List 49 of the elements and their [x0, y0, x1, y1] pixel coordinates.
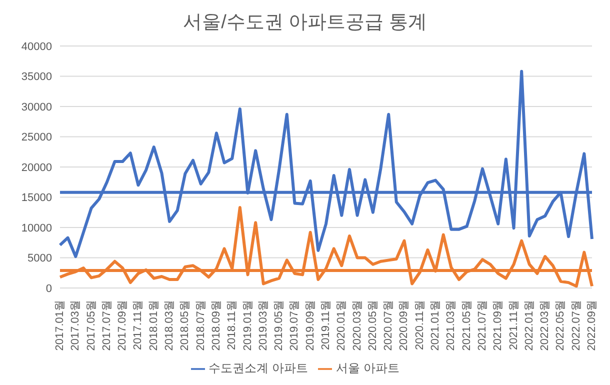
x-tick-label: 2021.03월 — [445, 300, 458, 351]
x-tick-label: 2021.01월 — [430, 300, 442, 351]
x-tick-label: 2017.01월 — [54, 300, 66, 351]
x-tick-label: 2022.05월 — [554, 300, 567, 351]
x-tick-label: 2019.09월 — [304, 300, 316, 351]
x-tick-label: 2017.05월 — [85, 300, 98, 351]
x-tick-label: 2020.11월 — [414, 300, 426, 350]
chart-title: 서울/수도권 아파트공급 통계 — [182, 11, 428, 35]
x-tick-label: 2018.01월 — [148, 300, 160, 351]
x-tick-label: 2017.07월 — [100, 300, 113, 351]
x-tick-label: 2020.05월 — [366, 300, 379, 351]
x-tick-label: 2019.05월 — [273, 300, 286, 351]
legend-label: 서울 아파트 — [336, 361, 400, 375]
x-tick-label: 2018.11월 — [226, 300, 238, 350]
x-tick-label: 2022.01월 — [523, 300, 536, 351]
x-tick-label: 2020.03월 — [351, 300, 364, 351]
y-tick-label: 0 — [46, 282, 52, 295]
x-tick-label: 2017.09월 — [116, 300, 129, 351]
y-tick-label: 40000 — [21, 40, 52, 53]
x-tick-label: 2019.07월 — [288, 300, 301, 351]
x-tick-label: 2022.03월 — [539, 300, 552, 351]
x-tick-label: 2019.03월 — [257, 300, 270, 351]
y-tick-label: 5000 — [28, 252, 52, 265]
x-tick-label: 2022.07월 — [570, 300, 582, 351]
x-tick-label: 2022.09월 — [586, 300, 598, 351]
x-tick-label: 2021.09월 — [492, 300, 504, 351]
legend-label: 수도권소계 아파트 — [208, 361, 308, 375]
x-tick-label: 2020.09월 — [398, 300, 410, 351]
line-series — [58, 206, 594, 288]
y-tick-label: 25000 — [21, 132, 52, 144]
x-tick-label: 2018.07월 — [194, 300, 207, 351]
x-tick-label: 2019.11월 — [320, 300, 332, 350]
x-tick-label: 2021.07월 — [476, 300, 488, 351]
x-tick-label: 2019.01월 — [242, 300, 254, 351]
x-tick-label: 2018.09월 — [210, 300, 222, 351]
x-tick-label: 2017.11월 — [132, 300, 144, 350]
y-tick-label: 35000 — [21, 71, 52, 84]
y-tick-label: 30000 — [21, 101, 52, 114]
x-tick-label: 2020.01월 — [336, 300, 348, 351]
x-tick-label: 2018.03월 — [164, 300, 176, 351]
x-tick-label: 2021.05월 — [460, 300, 473, 351]
x-tick-label: 2020.07월 — [382, 300, 395, 351]
x-tick-label: 2021.11월 — [508, 300, 520, 350]
y-tick-label: 15000 — [21, 192, 52, 204]
y-tick-label: 20000 — [21, 162, 52, 174]
y-tick-label: 10000 — [21, 222, 52, 234]
line-series — [58, 70, 594, 258]
x-tick-label: 2018.05월 — [179, 300, 192, 351]
x-tick-label: 2017.03월 — [70, 300, 82, 351]
